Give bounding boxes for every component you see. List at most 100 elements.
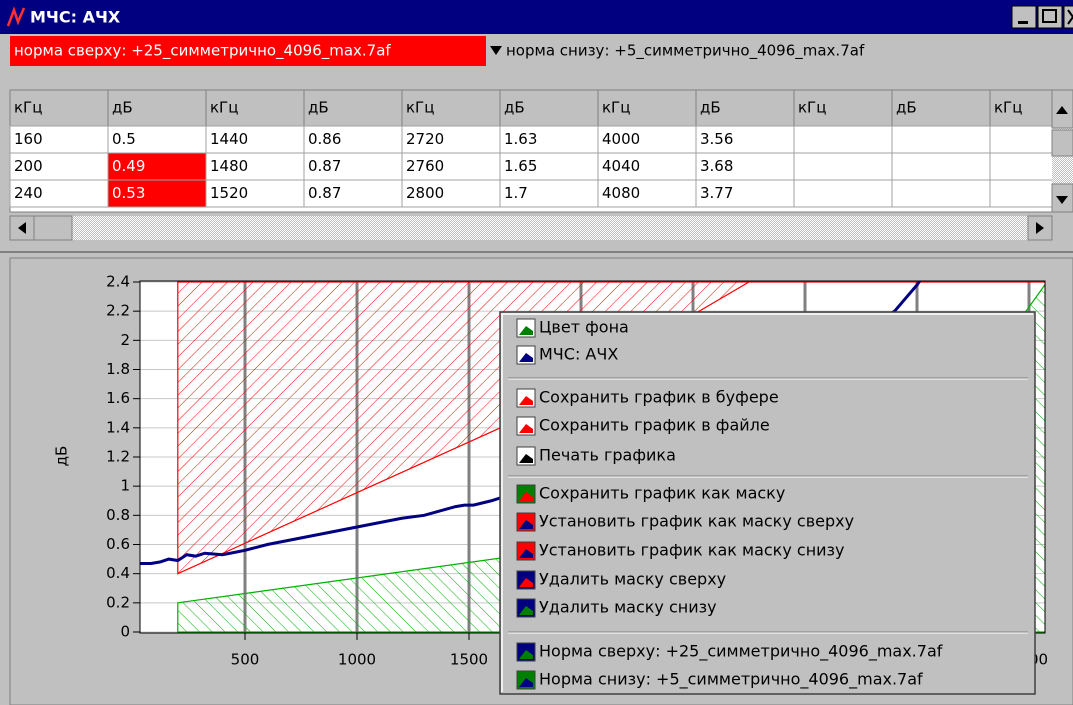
cell-text: 1.65 xyxy=(504,157,537,175)
maximize-glyph xyxy=(1042,9,1057,23)
table-cell[interactable] xyxy=(499,125,599,154)
table-cell[interactable] xyxy=(107,179,207,208)
table-cell[interactable] xyxy=(9,179,109,208)
header-label: дБ xyxy=(308,99,329,117)
header-label: кГц xyxy=(406,99,434,117)
y-tick-label: 0.6 xyxy=(106,535,130,553)
header-label: дБ xyxy=(112,99,133,117)
cell-text: 2720 xyxy=(406,130,444,148)
menu-item[interactable]: Печать графика xyxy=(539,446,676,465)
table-cell[interactable] xyxy=(695,125,795,154)
header-cell xyxy=(891,89,991,127)
cell-text: 1.63 xyxy=(504,130,537,148)
menu-item[interactable]: Норма снизу: +5_симметрично_4096_max.7af xyxy=(539,670,923,690)
window-buttons[interactable] xyxy=(1011,5,1073,29)
y-tick-label: 0.8 xyxy=(106,506,130,524)
minimize-button[interactable] xyxy=(1011,5,1037,29)
menu-icon-glyph xyxy=(519,396,533,405)
menu-item[interactable]: Сохранить график как маску xyxy=(539,484,785,503)
cell-text: 0.87 xyxy=(308,157,341,175)
table-cell[interactable] xyxy=(205,152,305,181)
header-label: кГц xyxy=(798,99,826,117)
cell-text: 3.56 xyxy=(700,130,733,148)
menu-item[interactable]: Установить график как маску снизу xyxy=(539,541,845,560)
table-cell[interactable] xyxy=(597,179,697,208)
cell-text: 160 xyxy=(14,130,43,148)
h-scroll-thumb[interactable] xyxy=(33,215,73,241)
menu-icon-glyph xyxy=(519,578,533,587)
menu-item[interactable]: МЧС: АЧХ xyxy=(539,345,618,364)
menu-item[interactable]: Сохранить график в файле xyxy=(539,416,770,435)
menu-icon-glyph xyxy=(519,549,533,558)
upper-norm-box[interactable] xyxy=(10,36,486,66)
dropdown-arrow[interactable] xyxy=(490,46,502,55)
cell-text: 3.68 xyxy=(700,157,733,175)
cell-text: 200 xyxy=(14,157,43,175)
table-cell[interactable] xyxy=(499,179,599,208)
menu-item[interactable]: Норма сверху: +25_симметрично_4096_max.7… xyxy=(539,642,943,662)
y-tick-label: 2.4 xyxy=(106,273,130,291)
y-tick-label: 1 xyxy=(120,477,130,495)
header-cell xyxy=(107,89,207,127)
table-cell[interactable] xyxy=(401,179,501,208)
window-title: МЧС: АЧХ xyxy=(30,8,121,27)
left-arrow xyxy=(18,222,26,234)
header-cell xyxy=(695,89,795,127)
table-cell[interactable] xyxy=(401,152,501,181)
table-cell[interactable] xyxy=(303,125,403,154)
table-cell[interactable] xyxy=(597,152,697,181)
x-tick-label: 1000 xyxy=(338,651,376,669)
close-button[interactable] xyxy=(1063,5,1073,29)
table-cell[interactable] xyxy=(401,125,501,154)
table-cell[interactable] xyxy=(695,179,795,208)
y-tick-label: 0 xyxy=(120,623,130,641)
table-cell[interactable] xyxy=(793,152,893,181)
menu-icon-glyph xyxy=(519,492,533,501)
menu-icon-glyph xyxy=(519,454,533,463)
menu-bg[interactable] xyxy=(499,311,1036,695)
menu-item[interactable]: Установить график как маску сверху xyxy=(539,512,854,531)
table-cell[interactable] xyxy=(891,179,991,208)
header-label: кГц xyxy=(14,99,42,117)
menu-item[interactable]: Удалить маску снизу xyxy=(539,598,717,617)
cell-text: 1520 xyxy=(210,184,248,202)
context-menu[interactable]: Цвет фона МЧС: АЧХ Сохранить график в буфе… xyxy=(499,311,1036,695)
header-label: дБ xyxy=(700,99,721,117)
lower-norm[interactable]: норма снизу: +5_симметрично_4096_max.7af xyxy=(506,42,865,61)
menu-icon-glyph xyxy=(519,353,533,362)
table-cell[interactable] xyxy=(303,152,403,181)
cell-text: 3.77 xyxy=(700,184,733,202)
y-tick-label: 2 xyxy=(120,331,130,349)
cell-text: 2800 xyxy=(406,184,444,202)
right-arrow xyxy=(1036,222,1044,234)
y-tick-label: 0.2 xyxy=(106,593,130,611)
menu-icon-glyph xyxy=(519,326,533,335)
y-tick-label: 2.2 xyxy=(106,302,130,320)
table-cell[interactable] xyxy=(891,152,991,181)
menu-icon-glyph xyxy=(519,678,533,687)
menu-highlight-edge xyxy=(501,313,1033,692)
y-axis-label: дБ xyxy=(53,446,71,467)
y-tick-label: 1.4 xyxy=(106,418,130,436)
menu-icon-glyph xyxy=(519,424,533,433)
table-cell[interactable] xyxy=(891,125,991,154)
menu-item[interactable]: Удалить маску сверху xyxy=(539,570,726,589)
menu-item[interactable]: Цвет фона xyxy=(539,318,629,337)
header-label: кГц xyxy=(994,99,1022,117)
v-scroll-thumb[interactable] xyxy=(1051,129,1073,157)
menu-icon-glyph xyxy=(519,520,533,529)
title-bar xyxy=(0,0,1073,34)
upper-mask xyxy=(177,281,1045,575)
header-label: дБ xyxy=(504,99,525,117)
h-scrollbar[interactable] xyxy=(10,216,1052,240)
table-cell[interactable] xyxy=(9,152,109,181)
upper-norm[interactable]: норма сверху: +25_симметрично_4096_max.7… xyxy=(14,42,391,61)
table-cell[interactable] xyxy=(205,179,305,208)
table-cell[interactable] xyxy=(793,179,893,208)
down-arrow xyxy=(1056,196,1068,204)
menu-icon-glyph xyxy=(519,650,533,659)
table-cell[interactable] xyxy=(793,125,893,154)
menu-icon-glyph xyxy=(519,606,533,615)
menu-item[interactable]: Сохранить график в буфере xyxy=(539,388,779,407)
